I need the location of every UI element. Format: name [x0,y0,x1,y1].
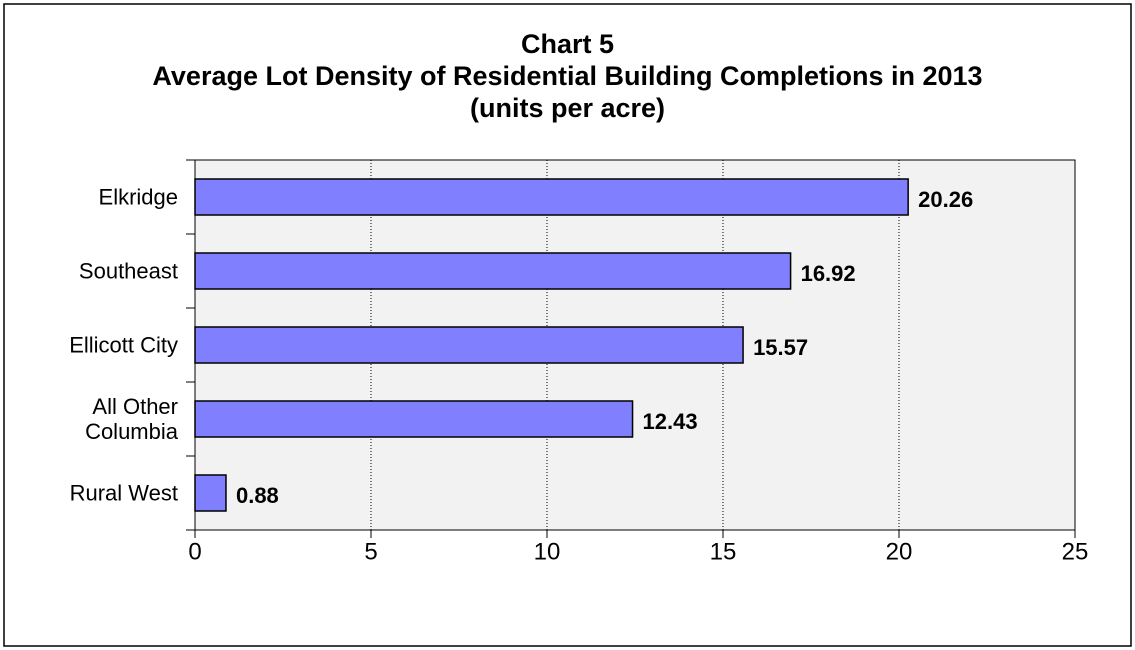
value-label: 0.88 [236,483,279,508]
x-tick-label: 25 [1062,538,1089,565]
bar [194,474,227,512]
bar [194,326,744,364]
value-label: 15.57 [753,335,808,360]
bar [194,178,909,216]
y-tick-label: Southeast [78,258,178,284]
x-tick-label: 0 [188,538,201,565]
y-tick-label: All Other Columbia [85,394,178,444]
y-tick-label: Ellicott City [69,332,178,358]
value-label: 20.26 [918,187,973,212]
bar [194,400,634,438]
value-label: 12.43 [643,409,698,434]
x-tick-label: 10 [534,538,561,565]
x-tick-label: 20 [886,538,913,565]
chart-title: Chart 5 [520,29,615,59]
y-tick-label: Rural West [69,480,178,506]
x-tick-label: 5 [364,538,377,565]
x-tick-label: 15 [710,538,737,565]
y-tick-label: Elkridge [98,184,178,210]
bar [194,252,792,290]
chart-subtitle: Average Lot Density of Residential Build… [152,61,983,123]
value-label: 16.92 [801,261,856,286]
